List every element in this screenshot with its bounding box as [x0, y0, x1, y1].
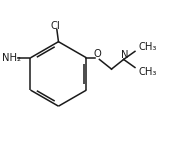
- Text: NH₂: NH₂: [2, 53, 21, 63]
- Text: CH₃: CH₃: [139, 42, 157, 52]
- Text: N: N: [121, 50, 128, 60]
- Text: CH₃: CH₃: [139, 67, 157, 77]
- Text: Cl: Cl: [50, 20, 60, 31]
- Text: O: O: [93, 49, 101, 59]
